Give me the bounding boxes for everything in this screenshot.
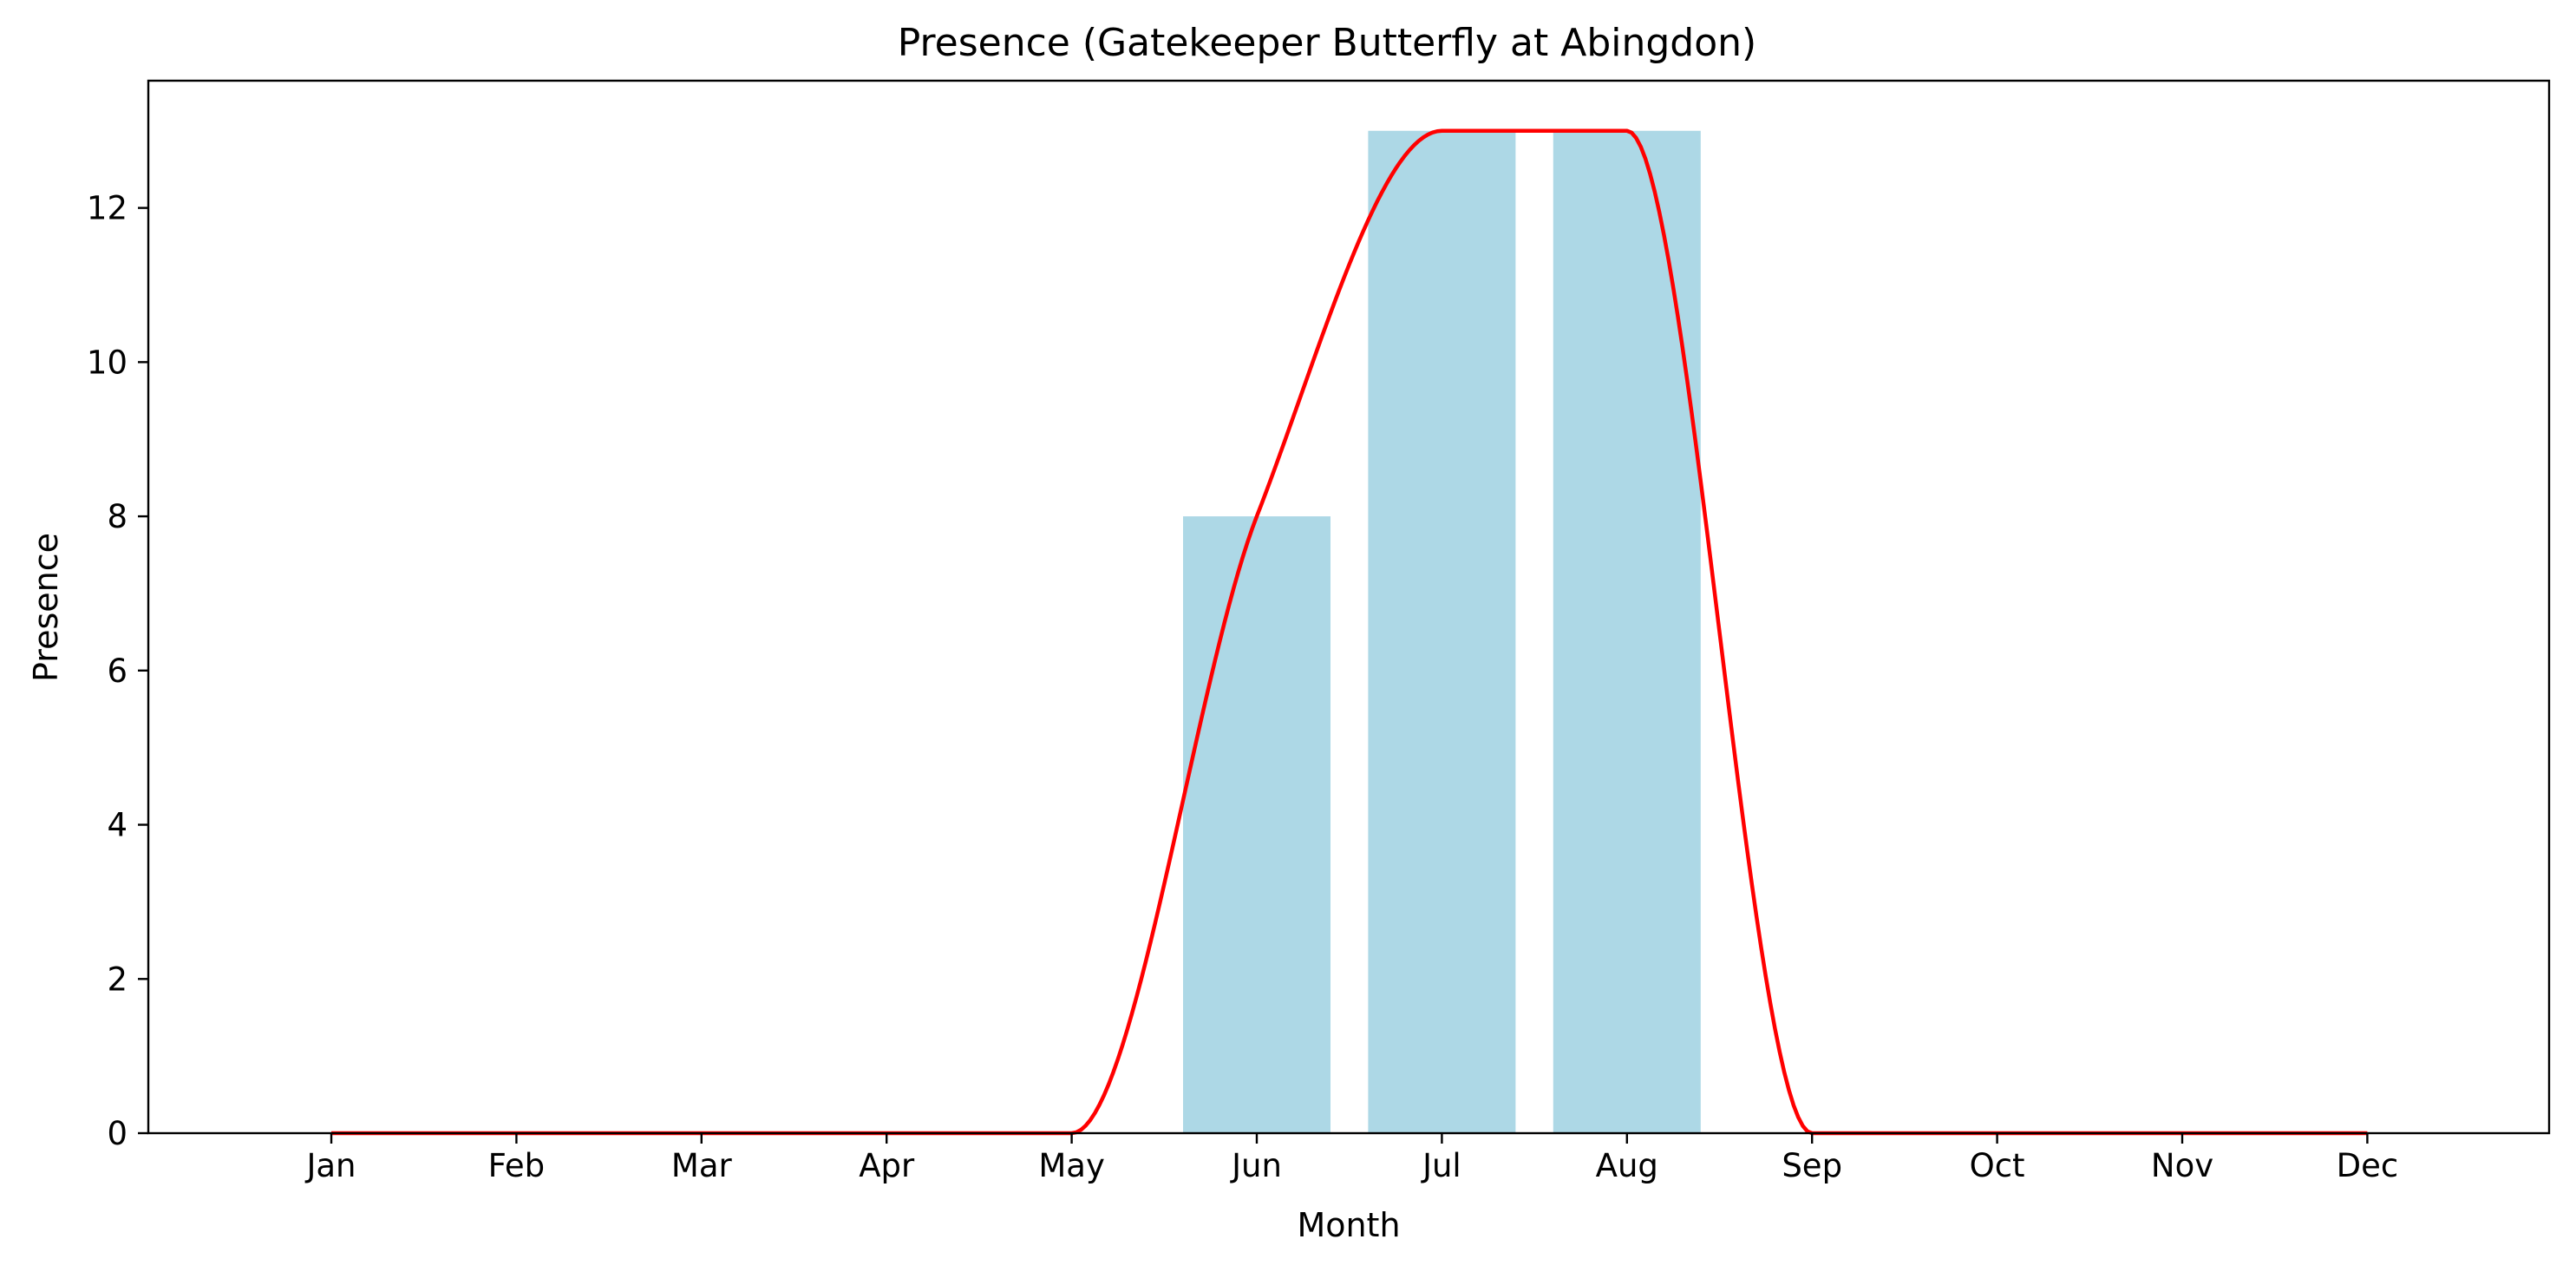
y-tick-label: 10 <box>87 344 127 381</box>
x-tick-label-oct: Oct <box>1970 1147 2025 1184</box>
y-tick-label: 4 <box>107 807 127 844</box>
x-tick-label-nov: Nov <box>2151 1147 2213 1184</box>
x-tick-label-jan: Jan <box>304 1147 356 1184</box>
x-tick-label-dec: Dec <box>2337 1147 2399 1184</box>
bar-jul <box>1368 130 1516 1133</box>
y-tick-label: 2 <box>107 961 127 998</box>
x-tick-label-may: May <box>1038 1147 1105 1184</box>
x-axis-label: Month <box>1297 1206 1400 1244</box>
x-tick-label-feb: Feb <box>488 1147 546 1184</box>
x-axis-ticks: Jan Feb Mar Apr May Jun Jul Aug Sep Oct Nov Dec <box>304 1133 2398 1184</box>
y-tick-label: 12 <box>87 190 127 227</box>
x-tick-label-jun: Jun <box>1230 1147 1282 1184</box>
y-tick-label: 0 <box>107 1115 127 1152</box>
bar-aug <box>1553 130 1701 1133</box>
y-tick-label: 6 <box>107 652 127 690</box>
x-tick-label-mar: Mar <box>671 1147 733 1184</box>
y-axis-ticks: 0 2 4 6 8 10 12 <box>87 190 148 1152</box>
chart-title: Presence (Gatekeeper Butterfly at Abingd… <box>898 21 1756 65</box>
x-tick-label-sep: Sep <box>1782 1147 1842 1184</box>
y-tick-label: 8 <box>107 498 127 535</box>
y-axis-label: Presence <box>27 533 65 682</box>
x-tick-label-aug: Aug <box>1596 1147 1658 1184</box>
bar-jun <box>1183 516 1330 1133</box>
plot-frame <box>147 79 2551 1135</box>
x-tick-label-apr: Apr <box>859 1147 915 1184</box>
x-tick-label-jul: Jul <box>1421 1147 1461 1184</box>
